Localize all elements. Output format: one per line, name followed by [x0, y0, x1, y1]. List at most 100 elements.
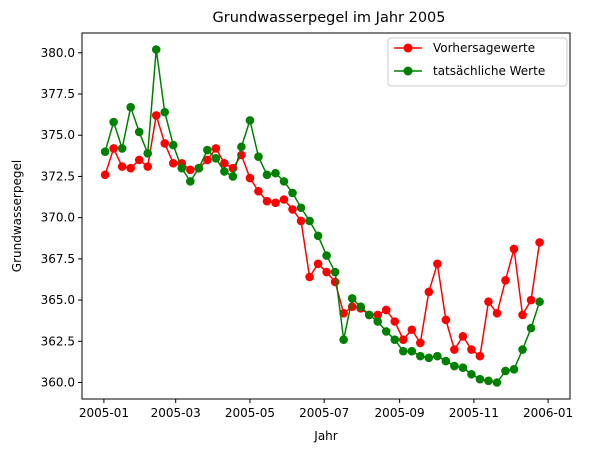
y-axis: 360.0 362.5 365.0 367.5 370.0 372.5 375.0 377.5… — [41, 46, 82, 390]
data-point — [518, 345, 527, 354]
data-point — [475, 374, 485, 384]
x-tick-label: 2005-05 — [225, 406, 275, 420]
y-tick-label: 380.0 — [41, 46, 75, 60]
data-point — [356, 302, 365, 311]
y-tick-label: 365.0 — [41, 293, 75, 307]
data-point — [109, 144, 118, 153]
y-tick-label: 367.5 — [41, 252, 75, 266]
legend-label: Vorhersagewerte — [433, 41, 535, 55]
data-point — [254, 186, 263, 196]
data-point — [441, 315, 451, 325]
data-point — [151, 45, 161, 54]
data-point — [339, 335, 348, 344]
data-point — [151, 111, 161, 120]
data-point — [186, 165, 195, 175]
data-point — [441, 356, 451, 366]
data-point — [126, 102, 135, 112]
data-point — [475, 351, 485, 361]
y-axis-label: Grundwasserpegel — [10, 160, 24, 272]
legend-label: tatsächliche Werte — [433, 64, 545, 78]
data-point — [424, 287, 434, 297]
x-tick-label: 2005-01 — [79, 406, 129, 420]
data-point — [288, 188, 297, 198]
data-point — [347, 294, 357, 303]
data-point — [416, 338, 425, 348]
data-point — [271, 168, 280, 178]
data-point — [450, 361, 459, 371]
data-point — [313, 259, 323, 269]
data-point — [450, 345, 459, 354]
data-point — [220, 167, 229, 176]
data-point — [100, 170, 110, 180]
plot-area — [100, 45, 544, 387]
data-point — [484, 376, 493, 386]
data-point — [262, 170, 272, 180]
data-point — [322, 267, 331, 277]
data-point — [237, 142, 246, 152]
data-point — [211, 154, 221, 163]
data-point — [424, 353, 434, 363]
x-tick-label: 2005-03 — [151, 406, 201, 420]
legend-swatch-marker — [403, 43, 413, 53]
data-point — [535, 297, 544, 307]
x-axis-label: Jahr — [313, 429, 337, 443]
data-point — [245, 116, 255, 125]
x-tick-label: 2006-01 — [523, 406, 573, 420]
axes-frame — [81, 32, 571, 400]
data-point — [279, 177, 289, 186]
data-point — [381, 327, 391, 336]
data-point — [143, 162, 153, 171]
y-tick-label: 372.5 — [41, 169, 75, 183]
y-tick-label: 377.5 — [41, 87, 75, 101]
x-tick-label: 2005-11 — [449, 406, 499, 420]
data-point — [501, 366, 510, 376]
data-point — [177, 163, 187, 173]
data-point — [458, 363, 468, 372]
data-point — [254, 152, 263, 161]
data-point — [339, 308, 348, 318]
y-tick-label: 362.5 — [41, 334, 75, 348]
data-point — [330, 277, 340, 287]
data-point — [109, 117, 118, 127]
data-point — [416, 351, 425, 361]
data-point — [467, 345, 476, 354]
data-point — [458, 332, 468, 341]
data-point — [117, 144, 127, 153]
chart-title: Grundwasserpegel im Jahr 2005 — [213, 10, 446, 26]
data-point — [509, 244, 519, 254]
data-point — [117, 162, 127, 171]
data-point — [518, 310, 527, 320]
data-point — [526, 295, 536, 305]
legend: Vorhersagewerte tatsächliche Werte — [387, 37, 568, 87]
data-point — [330, 267, 340, 277]
legend-box — [387, 37, 568, 87]
data-point — [433, 351, 442, 361]
data-point — [492, 308, 502, 318]
data-point — [100, 147, 110, 156]
data-point — [467, 369, 476, 379]
data-point — [168, 140, 178, 150]
data-point — [433, 259, 442, 269]
data-point — [245, 173, 255, 183]
data-point — [296, 216, 306, 226]
series-line — [104, 48, 541, 384]
x-axis: 2005-01 2005-03 2005-05 2005-07 2005-09 2005-… — [79, 399, 573, 420]
data-point — [313, 231, 323, 241]
data-point — [143, 149, 153, 158]
data-point — [398, 335, 408, 344]
data-point — [398, 346, 408, 356]
y-tick-label: 370.0 — [41, 211, 75, 225]
data-point — [535, 238, 544, 247]
data-point — [373, 317, 383, 326]
x-tick-label: 2005-07 — [299, 406, 349, 420]
data-point — [373, 310, 383, 320]
legend-swatch-marker — [403, 66, 413, 76]
data-point — [407, 346, 417, 356]
data-point — [305, 216, 314, 226]
data-point — [501, 276, 510, 285]
data-point — [305, 272, 314, 282]
data-point — [203, 155, 212, 165]
data-point — [390, 317, 400, 326]
data-point — [407, 325, 417, 335]
